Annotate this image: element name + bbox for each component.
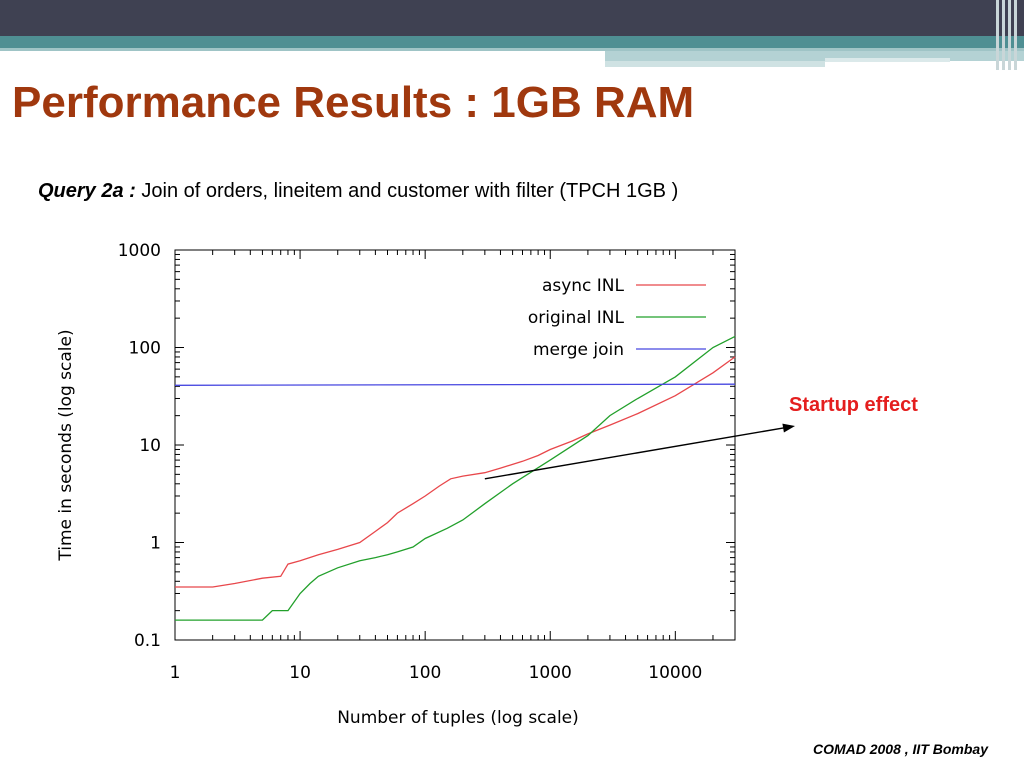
banner-accent-thin [0, 48, 1024, 51]
banner-accent-line [825, 58, 950, 62]
series-lines [174, 335, 736, 621]
y-tick-label: 10 [139, 436, 161, 456]
x-axis-label: Number of tuples (log scale) [337, 708, 579, 728]
chart-legend: async INL original INL merge join [528, 276, 706, 360]
series-merge-join [174, 383, 736, 386]
startup-effect-annotation: Startup effect [789, 394, 918, 416]
plot-frame [174, 249, 736, 641]
x-tick-label: 10 [289, 663, 311, 683]
startup-effect-arrow [484, 427, 786, 480]
startup-effect-arrowhead [782, 423, 795, 433]
top-banner [0, 0, 1024, 36]
y-tick-label: 1 [150, 534, 161, 554]
query-text: Join of orders, lineitem and customer wi… [135, 180, 679, 202]
banner-accent-stripe [0, 36, 1024, 48]
x-tick-label: 10000 [648, 663, 702, 683]
banner-accent-block [605, 51, 1024, 61]
query-description: Query 2a : Join of orders, lineitem and … [38, 180, 678, 203]
legend-label-original-inl: original INL [528, 308, 625, 328]
banner-accent-block-small [605, 61, 825, 67]
banner-stripes [994, 0, 1024, 70]
x-tick-label: 1 [170, 663, 181, 683]
query-label: Query 2a : [38, 180, 136, 202]
footer-text: COMAD 2008 , IIT Bombay [812, 741, 988, 757]
x-tick-label: 1000 [529, 663, 572, 683]
y-axis-label: Time in seconds (log scale) [56, 329, 76, 561]
y-tick-label: 100 [129, 339, 161, 359]
x-tick-label: 100 [409, 663, 441, 683]
slide-title: Performance Results : 1GB RAM [12, 78, 695, 127]
legend-label-merge-join: merge join [533, 340, 624, 360]
y-tick-label: 1000 [118, 241, 161, 261]
legend-label-async-inl: async INL [542, 276, 625, 296]
axis-tick-labels: 1 10 100 1000 10000 0.1 1 10 100 1000 [118, 241, 703, 683]
series-original-inl [175, 335, 736, 621]
axis-ticks [174, 249, 736, 641]
y-tick-label: 0.1 [134, 631, 161, 651]
